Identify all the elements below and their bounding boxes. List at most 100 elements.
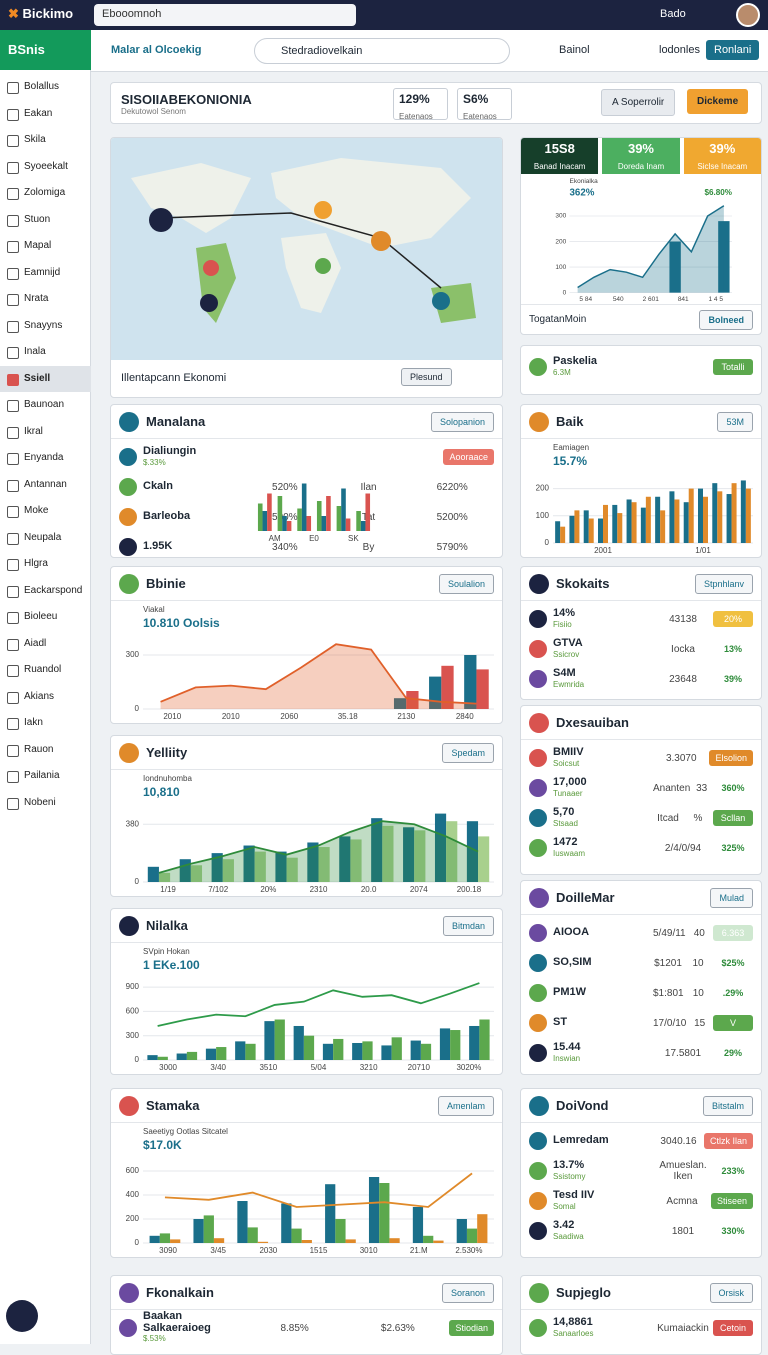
bar: [301, 1240, 312, 1243]
badge[interactable]: 20%: [713, 611, 753, 627]
panel-title: DoilleMar: [556, 890, 615, 905]
row-title: 17,000: [553, 775, 587, 788]
row-icon: [529, 1044, 547, 1062]
user-name[interactable]: Bado: [660, 8, 686, 20]
nav-item[interactable]: Enyanda: [0, 445, 91, 472]
badge[interactable]: Scllan: [713, 810, 753, 826]
badge[interactable]: Elsolion: [709, 750, 753, 766]
nav-item[interactable]: Syoeekalt: [0, 154, 91, 181]
nav-item[interactable]: Mapal: [0, 233, 91, 260]
button[interactable]: Solopanion: [430, 411, 494, 432]
nav-item[interactable]: Eamnijd: [0, 260, 91, 287]
badge[interactable]: 330%: [721, 1226, 745, 1236]
badge[interactable]: 360%: [721, 783, 745, 793]
button[interactable]: Mulad: [710, 887, 753, 908]
nav-item[interactable]: Ssiell: [0, 365, 91, 392]
panel-header: Dxesauiban: [521, 706, 761, 740]
row-sub: Ewmrida: [553, 679, 585, 689]
row-main: 14% Fisiio: [553, 607, 653, 630]
nav-item[interactable]: Skila: [0, 127, 91, 154]
badge[interactable]: Ctlzk Ilan: [703, 1133, 753, 1149]
button[interactable]: Bitmdan: [442, 915, 494, 936]
search-box[interactable]: Stedradiovelkain: [254, 38, 510, 64]
button[interactable]: Dickeme: [687, 89, 749, 114]
bar: [588, 518, 594, 543]
badge[interactable]: 29%: [723, 1048, 742, 1058]
nav-item[interactable]: Antannan: [0, 472, 91, 499]
nav-item[interactable]: Aiadl: [0, 631, 91, 658]
land: [271, 158, 471, 248]
nav-item[interactable]: Eackarspond: [0, 578, 91, 605]
bar: [631, 502, 637, 543]
badge[interactable]: Totalli: [713, 359, 753, 375]
nav-item[interactable]: Snayyns: [0, 313, 91, 340]
brand[interactable]: Bickimo: [8, 6, 74, 22]
search-box[interactable]: Ebooomnoh: [94, 4, 356, 26]
nav-item[interactable]: Bioleeu: [0, 604, 91, 631]
row-icon: [529, 1132, 547, 1150]
bar: [352, 1042, 363, 1060]
nav-item[interactable]: Rauon: [0, 737, 91, 764]
badge[interactable]: Cetoin: [713, 1320, 753, 1336]
button[interactable]: Plesund: [401, 368, 452, 386]
row: Dialiungin $.33% Aooraace: [119, 442, 494, 472]
button[interactable]: 53M: [717, 411, 753, 432]
filter[interactable]: Bainol: [559, 44, 590, 56]
row: 13.7% Ssistomy Amueslan. Iken 233%: [529, 1156, 753, 1186]
row-sub: 6.3M: [553, 367, 571, 377]
nav-item[interactable]: Baunoan: [0, 392, 91, 419]
button[interactable]: Soranon: [441, 1282, 494, 1303]
nav-item[interactable]: Iakn: [0, 710, 91, 737]
badge[interactable]: Stiodian: [449, 1320, 494, 1336]
badge[interactable]: 39%: [723, 674, 742, 684]
nav-item[interactable]: Akians: [0, 684, 91, 711]
nav-item[interactable]: Eakan: [0, 101, 91, 128]
button[interactable]: Soulalion: [438, 573, 494, 594]
badge[interactable]: .29%: [722, 988, 744, 998]
button[interactable]: A Soperrolir: [601, 89, 676, 116]
button[interactable]: Bitstalm: [702, 1095, 753, 1116]
badge[interactable]: Stiseen: [710, 1193, 753, 1209]
button[interactable]: Ronlani: [706, 40, 760, 60]
row-title: 15.44: [553, 1040, 581, 1053]
nav-item[interactable]: Hlgra: [0, 551, 91, 578]
nav-item[interactable]: Ruandol: [0, 657, 91, 684]
row-main: S4M Ewmrida: [553, 667, 653, 690]
nav-item[interactable]: Bolallus: [0, 74, 91, 101]
badge[interactable]: 325%: [721, 843, 745, 853]
row-icon: [529, 749, 547, 767]
nav-item[interactable]: Neupala: [0, 525, 91, 552]
bar: [718, 221, 730, 293]
badge[interactable]: $25%: [721, 958, 745, 968]
nav-item[interactable]: Moke: [0, 498, 91, 525]
bar: [335, 1219, 346, 1243]
nav-item[interactable]: Nrata: [0, 286, 91, 313]
button[interactable]: Spedam: [442, 742, 494, 763]
badge[interactable]: 233%: [721, 1166, 745, 1176]
row-cell: By: [362, 541, 375, 553]
avatar[interactable]: [736, 3, 760, 27]
account[interactable]: lodonles: [659, 44, 700, 56]
row-sub: Ssicrov: [553, 649, 580, 659]
y-tick-label: 600: [126, 1166, 140, 1175]
nav-item[interactable]: Ikral: [0, 419, 91, 446]
nav-item[interactable]: Nobeni: [0, 790, 91, 817]
badge[interactable]: Aooraace: [443, 449, 494, 465]
row-title: ST: [553, 1016, 568, 1029]
button[interactable]: Amenlam: [437, 1095, 494, 1116]
badge[interactable]: 6.363: [713, 925, 753, 941]
fab[interactable]: [6, 1300, 38, 1332]
x-tick-label: 2010: [222, 712, 240, 721]
y-tick-label: 300: [126, 1031, 140, 1040]
badge[interactable]: 13%: [723, 644, 742, 654]
button[interactable]: Bolneed: [699, 309, 753, 330]
button[interactable]: Orsisk: [709, 1282, 753, 1303]
nav-item[interactable]: Stuon: [0, 207, 91, 234]
button[interactable]: Stpnhlanv: [694, 573, 753, 594]
badge[interactable]: V: [713, 1015, 753, 1031]
nav-item[interactable]: Zolomiga: [0, 180, 91, 207]
nav-item[interactable]: Pailania: [0, 763, 91, 790]
menu[interactable]: Malar al Olcoekig: [111, 44, 202, 56]
nav-item[interactable]: Inala: [0, 339, 91, 366]
chart: SVpin Hokan 1 EKe.100 0 300 600 900 3000 3/40 35…: [126, 947, 494, 1072]
